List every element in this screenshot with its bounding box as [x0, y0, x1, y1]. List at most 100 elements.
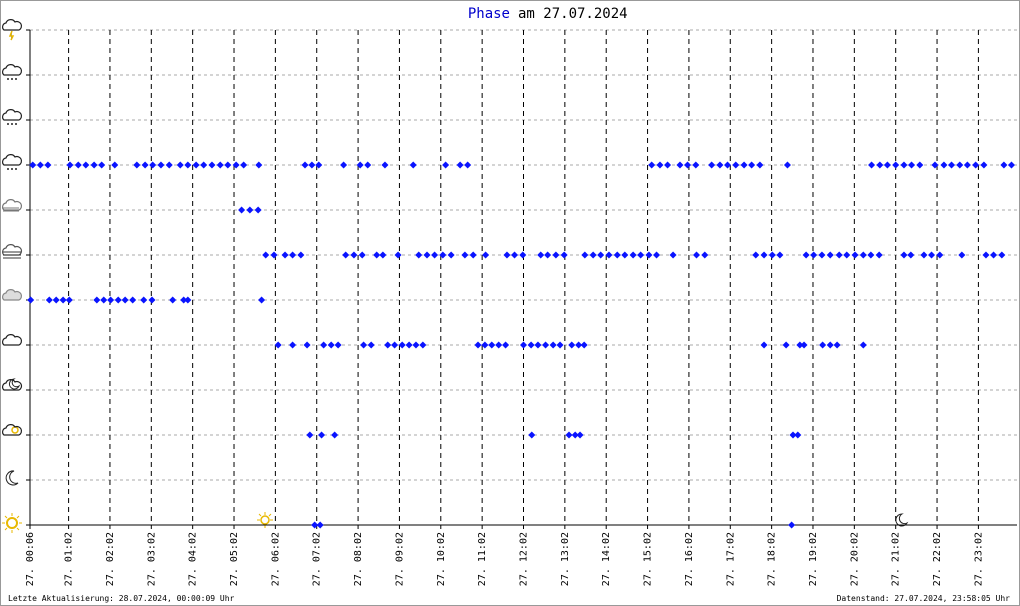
- point: [810, 251, 818, 259]
- point: [379, 251, 387, 259]
- point: [503, 251, 511, 259]
- point: [789, 431, 797, 439]
- point: [301, 161, 309, 169]
- point: [833, 341, 841, 349]
- point: [200, 161, 208, 169]
- y-tick-icon: [2, 199, 23, 212]
- point: [867, 251, 875, 259]
- point: [875, 251, 883, 259]
- point: [59, 296, 67, 304]
- point: [29, 161, 37, 169]
- point: [262, 251, 270, 259]
- point: [297, 251, 305, 259]
- point: [782, 341, 790, 349]
- point: [461, 251, 469, 259]
- x-tick-label: 27. 08:02: [353, 532, 364, 586]
- point: [544, 251, 552, 259]
- point: [692, 161, 700, 169]
- point: [716, 161, 724, 169]
- moon: [8, 378, 21, 390]
- point: [350, 251, 358, 259]
- point: [760, 341, 768, 349]
- point: [36, 161, 44, 169]
- y-tick-icon: [2, 424, 23, 436]
- point: [629, 251, 637, 259]
- point: [474, 341, 482, 349]
- point: [356, 161, 364, 169]
- point: [963, 161, 971, 169]
- x-tick-label: 27. 07:02: [312, 532, 323, 586]
- point: [456, 161, 464, 169]
- point: [165, 161, 173, 169]
- x-tick-label: 27. 03:02: [146, 532, 157, 586]
- point: [488, 341, 496, 349]
- point: [384, 341, 392, 349]
- point: [289, 251, 297, 259]
- point: [876, 161, 884, 169]
- x-tick-label: 27. 11:02: [477, 532, 488, 586]
- point: [289, 341, 297, 349]
- y-tick-icon: [2, 289, 23, 301]
- point: [637, 251, 645, 259]
- point: [575, 341, 583, 349]
- point: [502, 341, 510, 349]
- point: [708, 161, 716, 169]
- point: [936, 251, 944, 259]
- point: [238, 206, 246, 214]
- y-tick-icon: [2, 64, 23, 80]
- point: [511, 251, 519, 259]
- point: [940, 161, 948, 169]
- point: [556, 341, 564, 349]
- x-tick-label: 27. 18:02: [767, 532, 778, 586]
- x-tick-label: 27. 20:02: [849, 532, 860, 586]
- point: [93, 296, 101, 304]
- point: [542, 341, 550, 349]
- point: [571, 431, 579, 439]
- point: [107, 296, 115, 304]
- precip: [7, 168, 17, 170]
- y-tick-icon: [2, 19, 23, 41]
- cloud: [2, 19, 23, 31]
- point: [423, 251, 431, 259]
- x-tick-label: 27. 10:02: [436, 532, 447, 586]
- point: [990, 251, 998, 259]
- point: [316, 521, 324, 529]
- point: [520, 341, 527, 349]
- chart-title-highlight: Phase: [468, 6, 510, 22]
- point: [908, 161, 916, 169]
- point: [246, 206, 254, 214]
- point: [653, 251, 661, 259]
- point: [331, 431, 339, 439]
- point: [527, 341, 535, 349]
- cloud: [2, 424, 23, 436]
- sun: [6, 517, 18, 529]
- point: [405, 341, 413, 349]
- point: [482, 251, 490, 259]
- chart-title: am 27.07.2024: [518, 6, 628, 22]
- point: [684, 161, 692, 169]
- y-tick-icon: [2, 244, 23, 259]
- point: [224, 161, 232, 169]
- point: [693, 251, 701, 259]
- point: [442, 161, 450, 169]
- point: [1007, 161, 1015, 169]
- x-tick-label: 27. 09:02: [394, 532, 405, 586]
- cloud: [2, 154, 23, 166]
- precip: [8, 30, 15, 41]
- point: [100, 296, 108, 304]
- point: [281, 251, 289, 259]
- point: [568, 341, 576, 349]
- y-tick-icon: [2, 109, 23, 125]
- point: [169, 296, 177, 304]
- point: [796, 341, 804, 349]
- point: [44, 161, 52, 169]
- point: [740, 161, 748, 169]
- point: [724, 161, 732, 169]
- x-tick-label: 27. 13:02: [560, 532, 571, 586]
- point: [818, 251, 826, 259]
- x-tick-label: 27. 22:02: [932, 532, 943, 586]
- point: [373, 251, 381, 259]
- point: [859, 341, 867, 349]
- point: [669, 251, 677, 259]
